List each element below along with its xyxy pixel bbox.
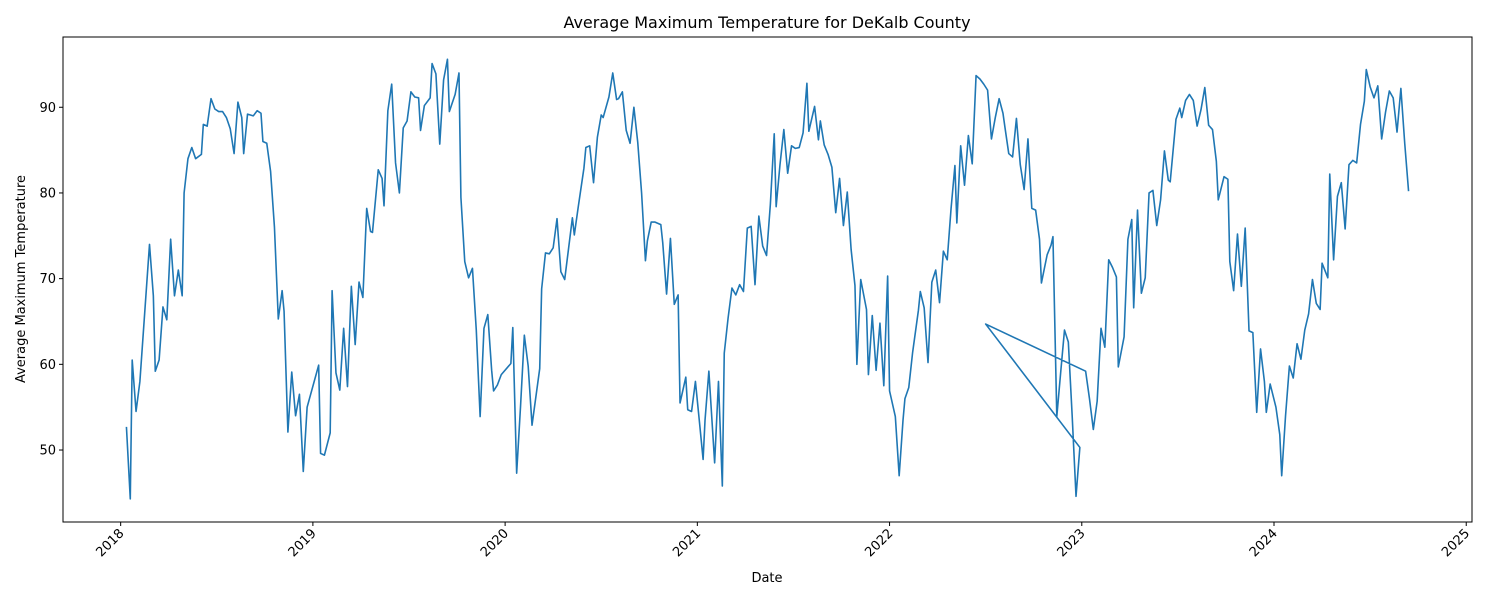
x-tick-label: 2022 xyxy=(862,526,896,560)
x-tick-label: 2019 xyxy=(286,526,320,560)
x-axis-label: Date xyxy=(751,571,782,586)
x-tick-label: 2021 xyxy=(670,526,704,560)
y-tick-label: 70 xyxy=(39,272,56,287)
y-tick-label: 60 xyxy=(39,358,56,373)
data-line xyxy=(125,58,1410,500)
y-axis-label: Average Maximum Temperature xyxy=(14,175,29,383)
chart-title: Average Maximum Temperature for DeKalb C… xyxy=(563,13,970,32)
y-tick-label: 80 xyxy=(39,186,56,201)
y-tick-label: 90 xyxy=(39,101,56,116)
x-tick-label: 2023 xyxy=(1055,526,1089,560)
y-tick-label: 50 xyxy=(39,444,56,459)
plot-frame xyxy=(62,36,1473,523)
x-tick-label: 2024 xyxy=(1247,526,1281,560)
x-tick-label: 2025 xyxy=(1439,526,1473,560)
x-tick-label: 2018 xyxy=(93,526,127,560)
x-tick-label: 2020 xyxy=(478,526,512,560)
